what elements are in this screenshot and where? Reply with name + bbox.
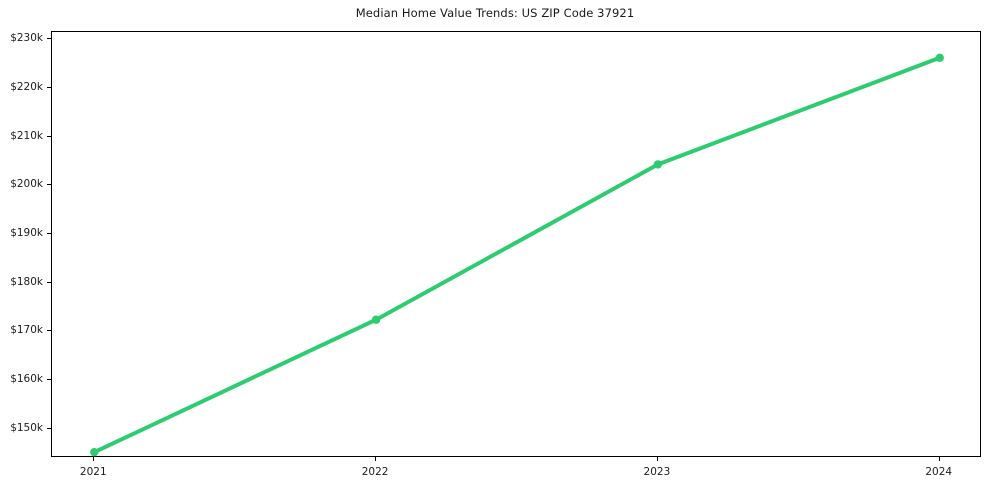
- data-point-marker: 2021: $145.2k: [90, 447, 99, 457]
- x-tick-label: 2021: [79, 466, 107, 478]
- y-tick-label: $190k: [10, 227, 43, 240]
- plot-inner: 2021: $145.2k 2022: $172.4k 2023: $204.3k 2…: [52, 32, 980, 457]
- x-tick-label: 2024: [925, 466, 953, 478]
- series-line: [92, 55, 942, 455]
- x-tick-label: 2022: [361, 466, 389, 478]
- y-tick-label: $170k: [10, 324, 43, 337]
- chart-title: Median Home Value Trends: US ZIP Code 37…: [355, 6, 635, 20]
- y-tick-label: $230k: [10, 32, 43, 45]
- plot-area: 2021: $145.2k 2022: $172.4k 2023: $204.3k 2…: [51, 31, 981, 457]
- data-point-marker: 2022: $172.4k: [371, 315, 381, 324]
- line-series-median-home-value: 2021: $145.2k 2022: $172.4k 2023: $204.3k 2…: [90, 53, 944, 457]
- y-tick-label: $200k: [10, 178, 43, 191]
- data-point-marker: 2023: $204.3k: [653, 160, 663, 169]
- x-tick-label: 2023: [643, 466, 671, 478]
- y-tick-label: $220k: [10, 80, 43, 93]
- y-tick-label: $180k: [10, 275, 43, 288]
- y-tick-label: $210k: [10, 129, 43, 142]
- series-markers: 2021: $145.2k 2022: $172.4k 2023: $204.3k 2…: [90, 53, 944, 457]
- y-tick-label: $150k: [10, 421, 43, 434]
- y-tick-label: $160k: [10, 373, 43, 386]
- data-point-marker: 2024: $226.2k: [935, 53, 944, 62]
